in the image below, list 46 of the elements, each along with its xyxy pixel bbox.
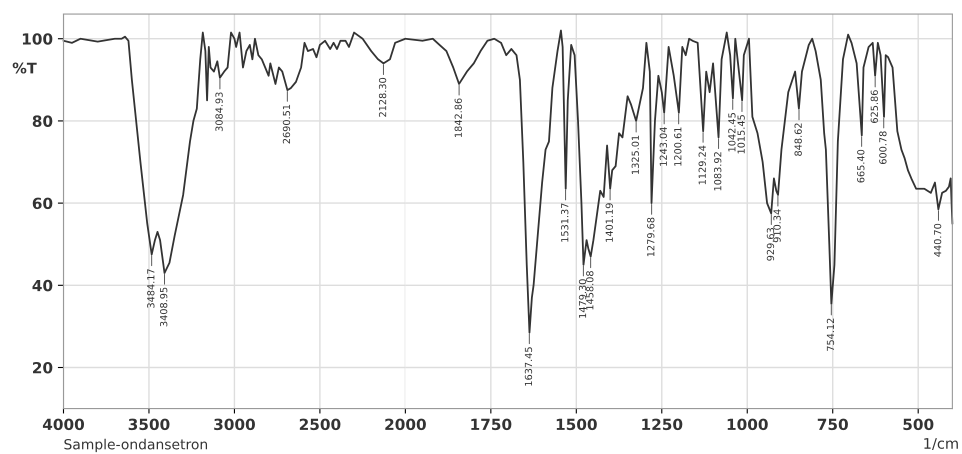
x-tick-label: 500	[903, 418, 934, 430]
annotation: 1279.68	[647, 218, 654, 256]
annotation: 1531.37	[561, 203, 568, 242]
y-tick-label: 20	[33, 362, 52, 374]
annotation: 910.34	[773, 209, 781, 242]
annotation: 1015.45	[737, 115, 745, 154]
y-tick-label: 40	[32, 280, 52, 292]
annotation: 929.63	[766, 228, 774, 261]
annotation: 2690.51	[282, 104, 290, 144]
annotation: 1325.01	[632, 136, 639, 174]
annotation: 1479.30	[578, 279, 586, 318]
annotation: 754.12	[826, 318, 834, 351]
annotation: 1401.19	[606, 203, 613, 242]
annotation: 1458.08	[586, 271, 594, 310]
y-axis-title: %T	[12, 62, 37, 74]
annotation: 848.62	[794, 123, 802, 156]
text: Sample-ondansetron	[64, 438, 208, 452]
x-tick-label: 4000	[42, 418, 84, 430]
annotation: 1200.61	[674, 127, 682, 166]
annotation: 3084.93	[215, 92, 223, 132]
annotation: 625.86	[870, 90, 878, 123]
y-tick-label: 100	[22, 33, 52, 45]
x-tick-label: 3000	[214, 418, 255, 430]
y-tick-label: 60	[32, 198, 52, 210]
annotation: 440.70	[934, 224, 942, 257]
x-tick-label: 750	[818, 418, 848, 430]
annotation: 3484.17	[147, 269, 154, 308]
x-tick-label: 3500	[128, 418, 170, 430]
annotation: 665.40	[857, 150, 864, 183]
annotation: 1842.86	[454, 98, 462, 137]
annotation: 1637.45	[524, 347, 532, 386]
annotation: 600.78	[879, 131, 887, 164]
annotation: 3408.95	[160, 288, 168, 326]
x-tick-label: 1750	[471, 418, 512, 430]
y-tick-label: 80	[32, 115, 52, 127]
annotation: 1042.45	[728, 113, 736, 152]
x-axis-title: 1/cm	[924, 438, 958, 450]
x-tick-label: 1500	[556, 418, 597, 430]
x-tick-label: 1000	[728, 418, 768, 430]
x-tick-label: 1250	[642, 418, 682, 430]
annotation: 1243.04	[660, 127, 667, 166]
annotation: 2128.30	[378, 78, 386, 117]
x-tick-label: 2000	[385, 418, 426, 430]
annotation: 1129.24	[698, 146, 706, 184]
annotation: 1083.92	[714, 152, 722, 190]
x-tick-label: 2500	[300, 418, 340, 430]
